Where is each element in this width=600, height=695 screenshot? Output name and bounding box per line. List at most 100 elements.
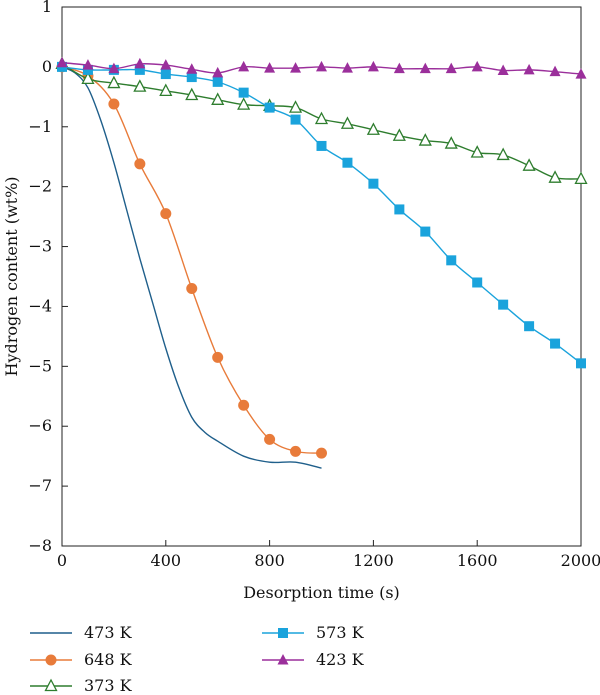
legend-item-373-k-label: 373 K <box>84 676 133 695</box>
series-423-k-point <box>575 68 587 79</box>
series-573-k-point <box>134 64 145 75</box>
y-axis-title: Hydrogen content (wt%) <box>2 176 21 376</box>
y-tick-label: −2 <box>28 177 52 196</box>
plot-frame <box>61 6 582 547</box>
series-573-k-point <box>446 255 457 266</box>
series-573-k-point <box>524 321 535 332</box>
series-648-k-point <box>160 208 172 220</box>
series-373-k-point <box>496 147 510 161</box>
legend-item-573-k: 573 K <box>262 623 365 642</box>
y-tick-label: −7 <box>28 476 52 495</box>
series-373-k-point <box>211 92 225 105</box>
legend-item-373-k: 373 K <box>30 676 133 695</box>
series-423-k <box>56 56 587 79</box>
legend-item-423-k-label: 423 K <box>316 650 365 669</box>
x-axis-title: Desorption time (s) <box>243 583 400 602</box>
series-423-k-point <box>393 62 405 74</box>
series-573-k <box>57 61 586 369</box>
series-423-k-point <box>549 65 561 77</box>
series-648-k-line <box>61 66 322 454</box>
series-573-k-point <box>394 204 405 215</box>
series-648-k-point <box>264 433 276 445</box>
x-tick-label: 1600 <box>457 551 498 570</box>
series-473-k <box>61 66 322 469</box>
series-573-k-line <box>61 66 582 364</box>
series-573-k-point <box>316 140 327 151</box>
series-473-k-line <box>61 66 322 469</box>
legend-item-473-k: 473 K <box>30 623 133 642</box>
series-373-k-point <box>314 111 329 125</box>
series-373-k-point <box>340 116 355 129</box>
legend-item-423-k-swatch-marker <box>277 654 289 665</box>
y-tick-label: −8 <box>28 536 52 555</box>
y-tick-label: 1 <box>42 0 52 16</box>
series-373-k-point <box>159 83 173 96</box>
legend-item-423-k: 423 K <box>262 650 365 669</box>
series-573-k-point <box>498 299 509 310</box>
series-573-k-point <box>472 277 483 288</box>
series-423-k-point <box>419 62 431 74</box>
legend-item-573-k-swatch-marker <box>278 628 288 638</box>
series-648-k-point <box>212 351 224 363</box>
x-tick-label: 400 <box>151 551 182 570</box>
legend-item-373-k-swatch-marker <box>44 678 58 692</box>
series-423-k-point <box>445 62 457 74</box>
series-573-k-point <box>186 72 197 83</box>
series-373-k-point <box>133 79 147 92</box>
series-423-k-point <box>367 60 379 72</box>
legend-item-648-k-label: 648 K <box>84 650 133 669</box>
series-423-k-point <box>290 62 302 73</box>
series-573-k-point <box>368 178 379 189</box>
series-648-k <box>56 61 327 459</box>
series-423-k-point <box>316 60 327 72</box>
series-573-k-point <box>342 157 353 168</box>
x-tick-label: 1200 <box>353 551 394 570</box>
series-648-k-point <box>316 447 327 459</box>
series-573-k-point <box>160 69 171 80</box>
series-373-k-point <box>392 128 406 141</box>
series-373-k-point <box>418 133 432 146</box>
series-573-k-point <box>82 64 93 75</box>
series-423-k-point <box>134 57 146 69</box>
series-573-k-point <box>212 76 223 87</box>
series-648-k-point <box>186 282 198 294</box>
series-648-k-point <box>238 399 250 411</box>
series-423-k-point <box>264 62 276 73</box>
y-tick-label: −1 <box>28 117 52 136</box>
series-373-k-point <box>444 136 458 149</box>
series-423-k-point <box>56 56 68 68</box>
y-tick-label: −6 <box>28 416 52 435</box>
series-573-k-point <box>264 102 275 113</box>
series-423-k-point <box>471 60 483 72</box>
y-tick-label: 0 <box>42 57 52 76</box>
series-423-k-point <box>523 63 535 75</box>
series-373-k-point <box>288 100 303 113</box>
series-423-k-point <box>160 59 172 70</box>
y-tick-label: −5 <box>28 356 52 375</box>
series-373-k-point <box>574 171 588 185</box>
series-373-k-point <box>107 75 121 89</box>
series-373-k-point <box>522 158 536 171</box>
series-373-k-point <box>548 170 562 183</box>
y-tick-label: −3 <box>28 237 52 256</box>
x-tick-label: 2000 <box>561 551 600 570</box>
legend-item-573-k-label: 573 K <box>316 623 365 642</box>
series-373-k-point <box>366 122 380 135</box>
legend: 473 K 648 K 373 K 573 K 423 K <box>30 623 365 695</box>
series-373-k-point <box>237 97 251 110</box>
series-373-k-point <box>81 71 95 85</box>
series-648-k-point <box>108 98 120 110</box>
series-573-k-point <box>550 338 561 349</box>
legend-item-473-k-label: 473 K <box>84 623 133 642</box>
series-423-k-point <box>238 60 250 72</box>
series-423-k-point <box>212 66 224 78</box>
series-group <box>55 56 588 469</box>
series-423-k-point <box>341 62 353 73</box>
series-573-k-point <box>576 358 586 369</box>
y-tick-label: −4 <box>28 296 52 315</box>
series-573-k-point <box>420 226 431 237</box>
x-tick-label: 0 <box>57 551 67 570</box>
series-573-k-point <box>290 114 301 125</box>
series-648-k-point <box>290 445 302 457</box>
